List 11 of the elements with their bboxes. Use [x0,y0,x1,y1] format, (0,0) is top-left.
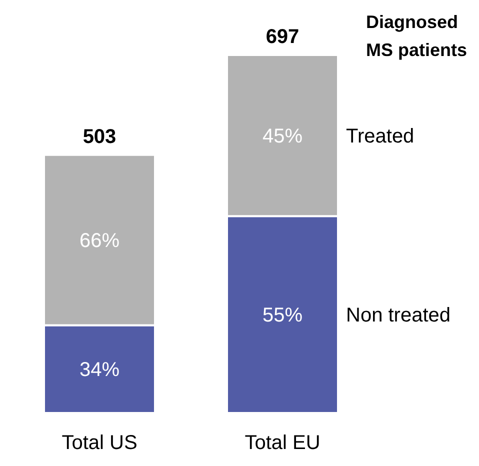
series-label: Treated [346,126,414,148]
annotation: 66% [79,230,120,252]
text: 697 [266,26,300,48]
x-tick-label: Total EU [244,432,320,454]
annotation: 45% [262,126,303,148]
annotation: 503 [82,126,116,148]
annotation: 34% [79,359,120,382]
series-label: Non treated [346,304,451,327]
x-tick-label: Total US [62,432,138,454]
legend-title: Diagnosed MS patients [366,11,468,62]
annotation: 55% [262,304,303,327]
